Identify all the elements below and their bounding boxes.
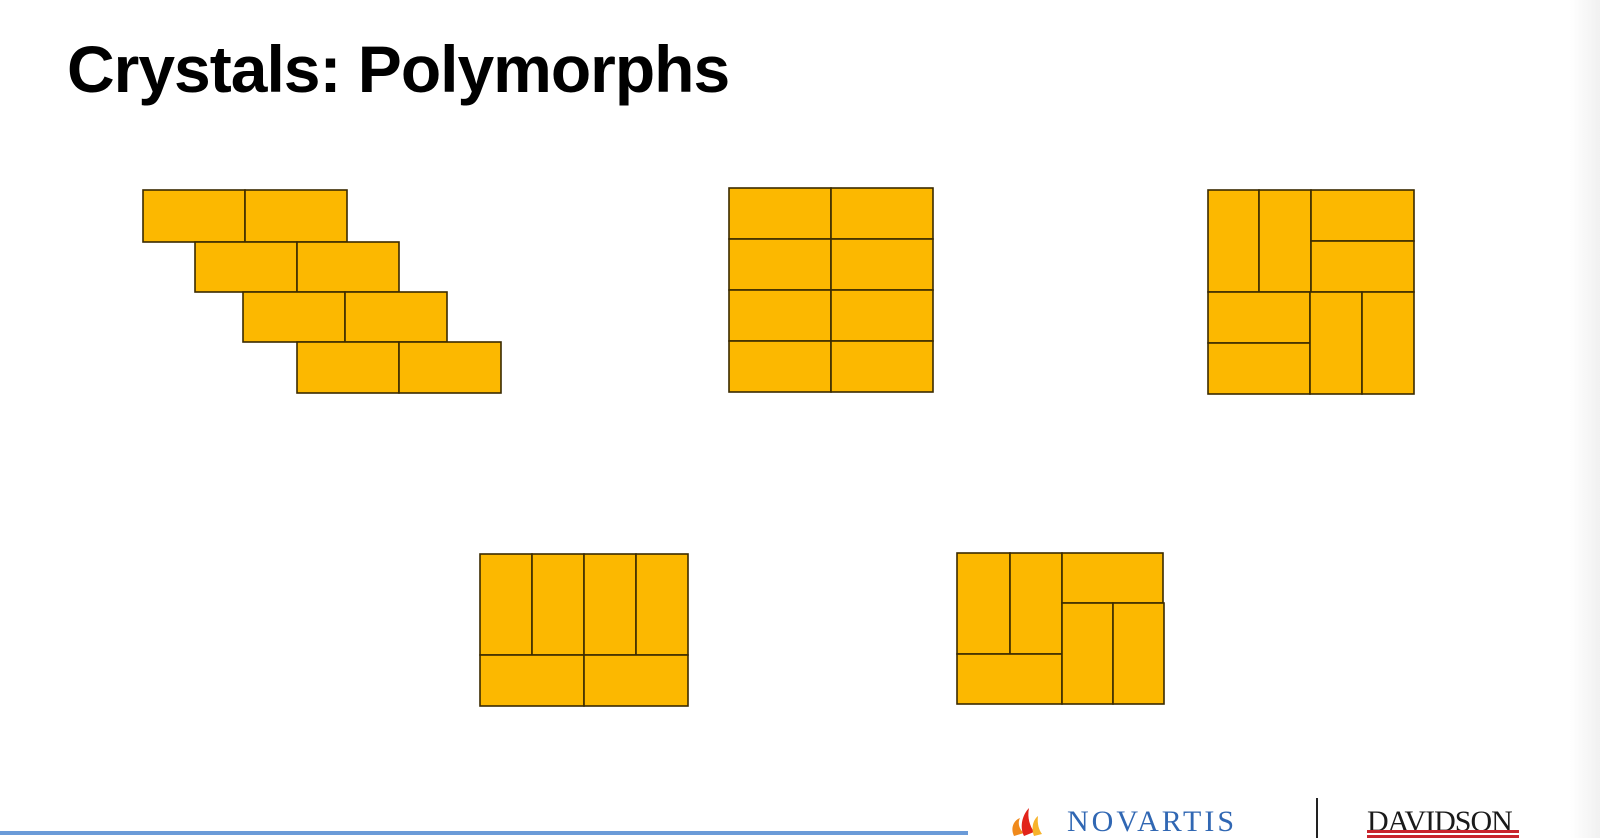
slide-title: Crystals: Polymorphs (67, 32, 730, 106)
brick-tile (830, 238, 934, 291)
brick-tile (531, 553, 585, 656)
slide-edge-shadow (1570, 0, 1600, 838)
brick-tile (296, 241, 400, 293)
polymorph-5-mixed (956, 552, 1165, 705)
brick-tile (296, 341, 400, 394)
brick-tile (956, 552, 1011, 655)
brick-tile (728, 289, 832, 342)
polymorph-4-vertical-pairs (479, 553, 689, 707)
brick-tile (635, 553, 689, 656)
novartis-logo-text: NOVARTIS (1067, 806, 1238, 838)
brick-tile (479, 654, 585, 707)
brick-tile (1061, 552, 1164, 604)
brick-tile (728, 187, 832, 240)
brick-tile (1207, 342, 1311, 395)
davidson-logo-stripe (1367, 835, 1519, 838)
brick-tile (142, 189, 246, 243)
brick-tile (830, 289, 934, 342)
brick-tile (728, 238, 832, 291)
brick-tile (1361, 291, 1415, 395)
polymorph-3-pinwheel (1207, 189, 1415, 395)
polymorph-2-grid (728, 187, 934, 393)
brick-tile (344, 291, 448, 343)
brick-tile (242, 291, 346, 343)
brick-tile (1310, 189, 1415, 242)
brick-tile (956, 653, 1063, 705)
footer-divider-line (0, 831, 968, 835)
brick-tile (1061, 602, 1114, 705)
brick-tile (1207, 291, 1311, 344)
brick-tile (583, 553, 637, 656)
brick-tile (479, 553, 533, 656)
brick-tile (1309, 291, 1363, 395)
brick-tile (1310, 240, 1415, 293)
brick-tile (1258, 189, 1312, 293)
brick-tile (1112, 602, 1165, 705)
brick-tile (583, 654, 689, 707)
brick-tile (1207, 189, 1260, 293)
polymorph-1-staircase (142, 189, 502, 394)
brick-tile (194, 241, 298, 293)
logo-divider (1316, 798, 1318, 838)
flame-icon (1012, 808, 1042, 836)
brick-tile (398, 341, 502, 394)
brick-tile (244, 189, 348, 243)
davidson-logo-stripe (1367, 830, 1519, 833)
brick-tile (1009, 552, 1063, 655)
brick-tile (830, 187, 934, 240)
brick-tile (830, 340, 934, 393)
brick-tile (728, 340, 832, 393)
